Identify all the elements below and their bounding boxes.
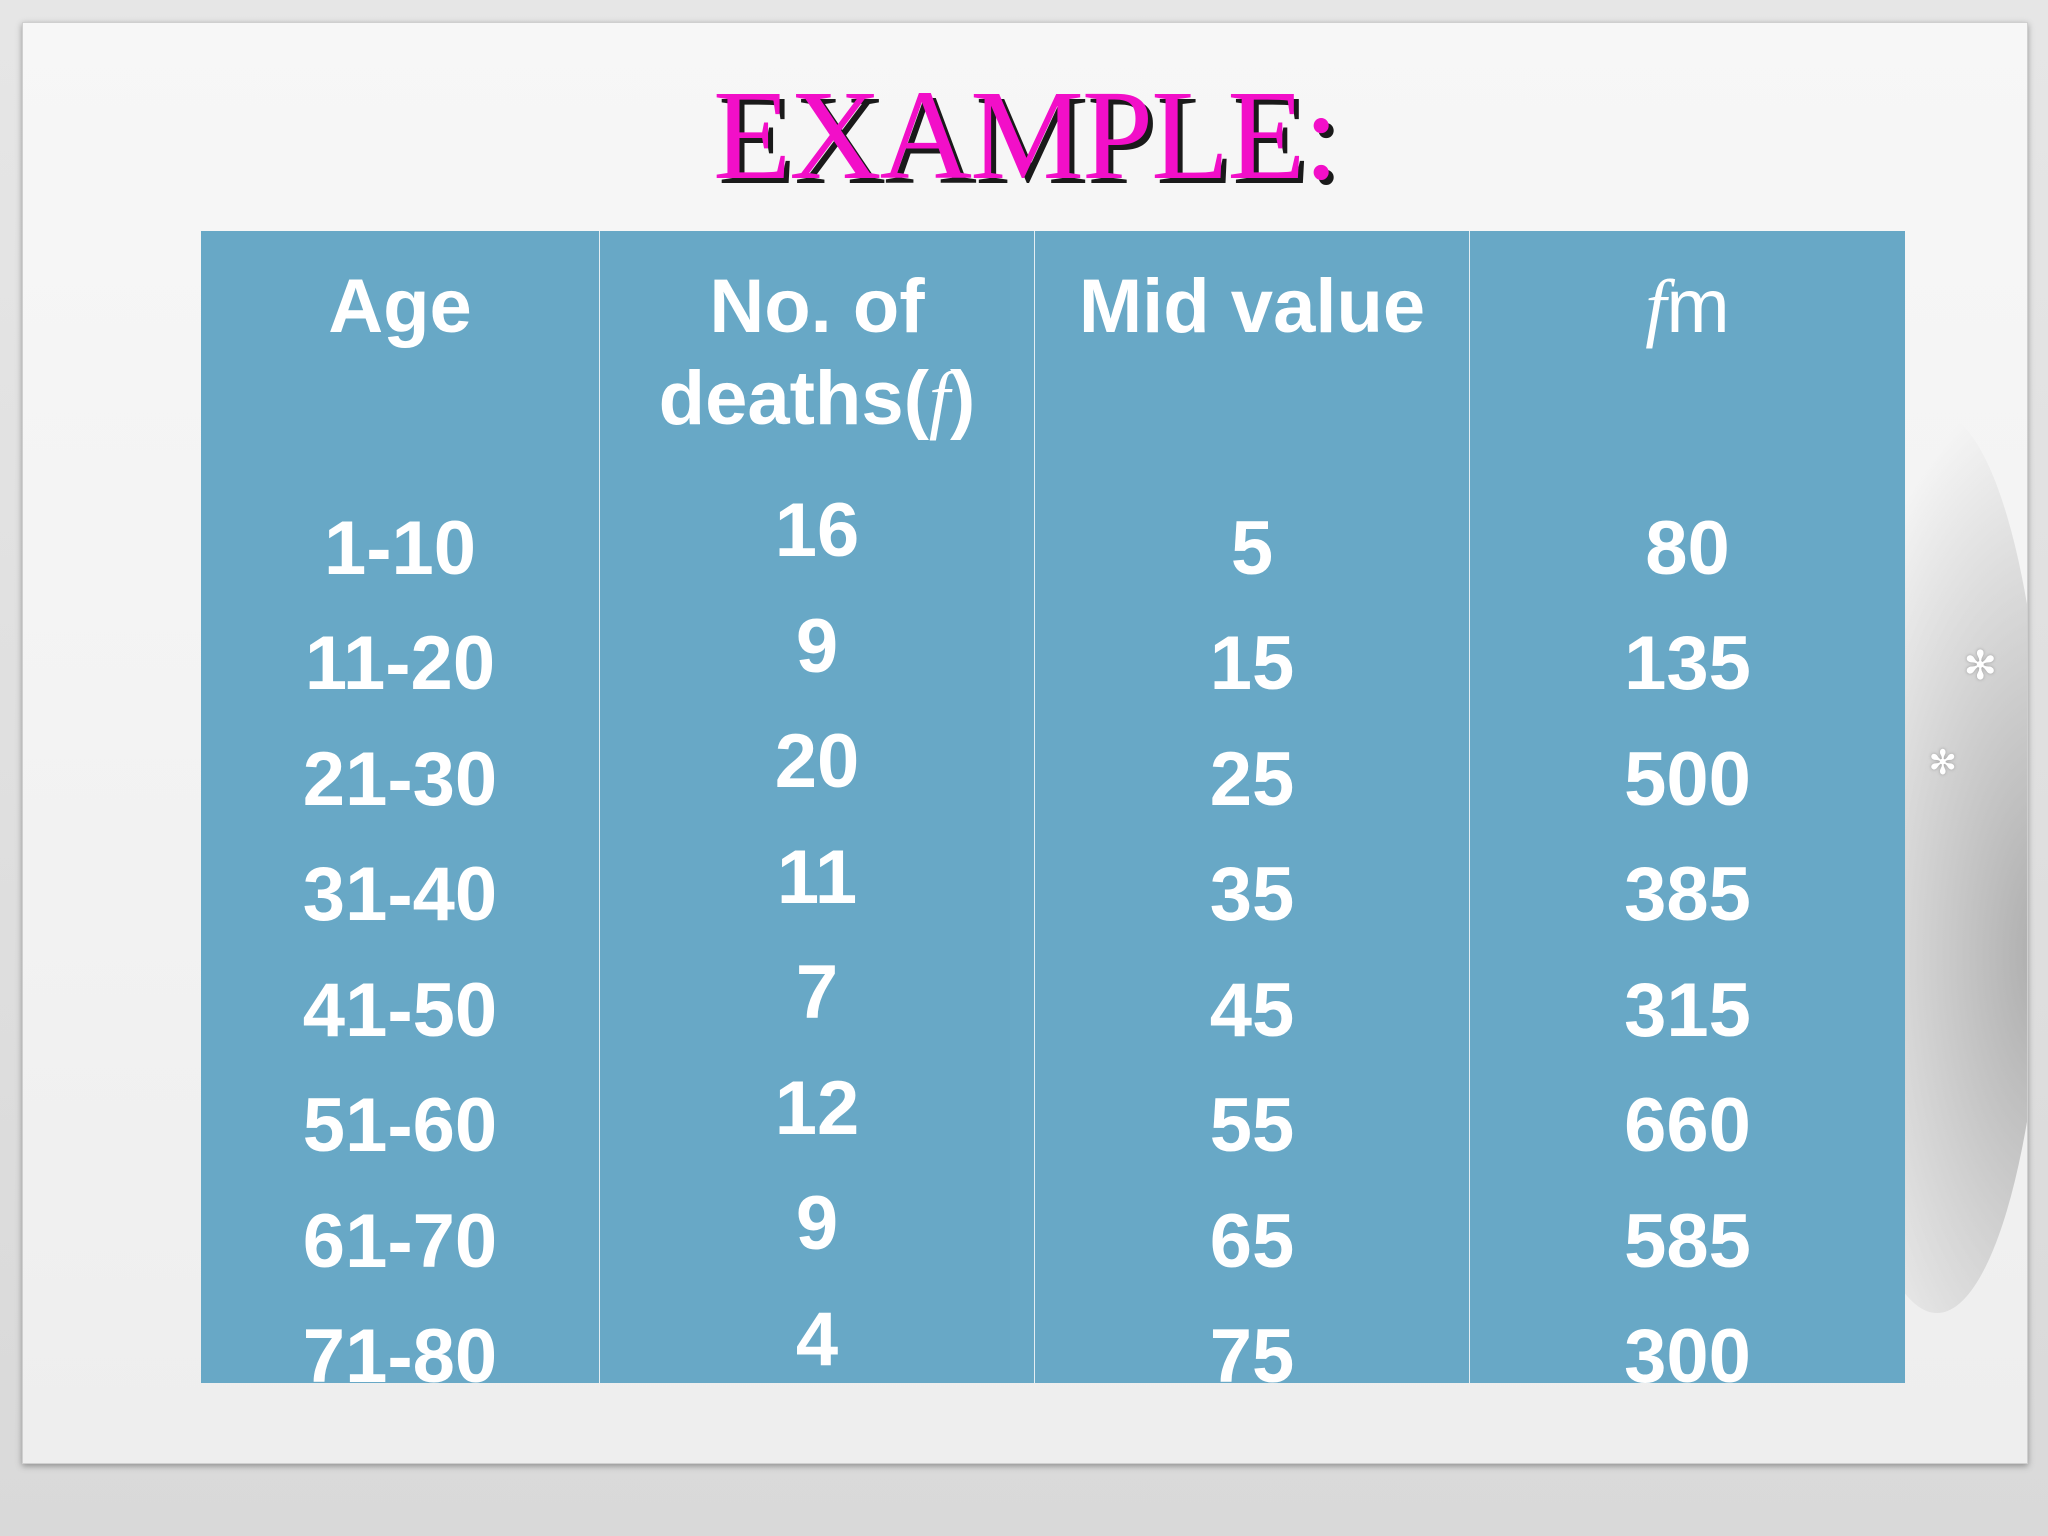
- header-deaths-line1: No. of: [709, 264, 925, 349]
- cell-age: 1-10: [323, 506, 477, 591]
- cell-mid-value: 5: [1230, 506, 1274, 591]
- cell-age: 51-60: [302, 1083, 498, 1168]
- header-deaths-prefix: deaths(: [658, 356, 929, 441]
- cell-fm: 385: [1624, 852, 1751, 937]
- cell-fm: 135: [1624, 621, 1751, 706]
- cell-age: 41-50: [302, 968, 498, 1053]
- cell-mid-value: 35: [1209, 852, 1295, 937]
- cell-age: 71-80: [302, 1314, 498, 1399]
- cell-age: 31-40: [302, 852, 498, 937]
- cell-fm: 300: [1624, 1314, 1751, 1399]
- header-fm-m: m: [1666, 264, 1730, 349]
- header-fm-f: f: [1645, 265, 1667, 349]
- snowflake-icon: ✻: [1928, 744, 1958, 782]
- cell-deaths: 11: [776, 835, 858, 920]
- cell-age: 61-70: [302, 1199, 498, 1284]
- cell-fm: 315: [1624, 968, 1751, 1053]
- frequency-symbol: f: [928, 357, 951, 441]
- cell-fm: 660: [1624, 1083, 1751, 1168]
- cell-deaths: 7: [795, 950, 839, 1035]
- cell-fm: 585: [1624, 1199, 1751, 1284]
- header-mid-value: Mid value: [1078, 264, 1426, 349]
- cell-deaths: 20: [774, 719, 860, 804]
- header-age: Age: [328, 264, 472, 349]
- cell-fm: 80: [1645, 506, 1730, 591]
- cell-deaths: 16: [774, 488, 860, 573]
- cell-mid-value: 45: [1209, 968, 1295, 1053]
- column-age: Age 1-10 11-20 21-30 31-40 41-50 51-60 6…: [201, 231, 600, 1395]
- cell-age: 11-20: [304, 621, 496, 706]
- cell-age: 21-30: [302, 737, 498, 822]
- cell-deaths: 9: [795, 604, 839, 689]
- cell-deaths: 4: [795, 1297, 839, 1382]
- cell-mid-value: 65: [1209, 1199, 1295, 1284]
- header-fm: fm: [1470, 261, 1905, 353]
- column-mid-value: Mid value 5 15 25 35 45 55 65 75: [1035, 231, 1470, 1395]
- slide-title: EXAMPLE:: [713, 64, 1339, 206]
- data-table: Age 1-10 11-20 21-30 31-40 41-50 51-60 6…: [201, 231, 1905, 1395]
- header-deaths: No. of deaths(f): [600, 261, 1034, 445]
- cell-mid-value: 25: [1209, 737, 1295, 822]
- cell-mid-value: 75: [1209, 1314, 1295, 1399]
- column-fm: fm 80 135 500 385 315 660 585 300: [1470, 231, 1905, 1395]
- snowflake-icon: ✻: [1963, 644, 1997, 688]
- cell-fm: 500: [1624, 737, 1751, 822]
- cell-deaths: 9: [795, 1181, 839, 1266]
- header-deaths-line2: deaths(f): [600, 353, 1034, 445]
- column-deaths: No. of deaths(f) 16 9 20 11 7 12 9 4: [600, 231, 1035, 1383]
- cell-mid-value: 55: [1209, 1083, 1295, 1168]
- cell-mid-value: 15: [1209, 621, 1295, 706]
- cell-deaths: 12: [774, 1066, 860, 1151]
- header-deaths-suffix: ): [950, 356, 976, 441]
